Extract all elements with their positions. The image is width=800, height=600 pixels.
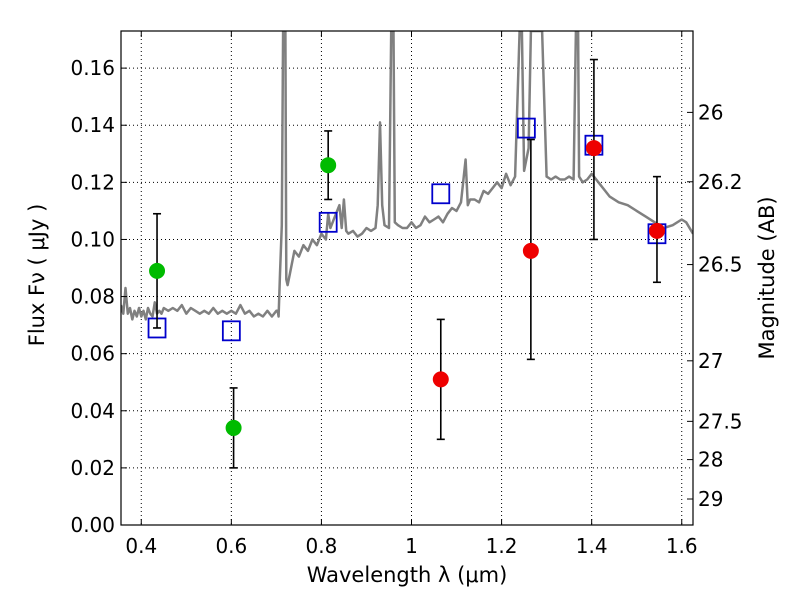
y-tick-label: 0.16: [70, 56, 115, 80]
y-tick-label: 0.10: [70, 227, 115, 251]
y2-tick-label: 27.5: [698, 409, 743, 433]
model-flux-square: [516, 117, 536, 139]
axis-ticks: 0.4 0.6 0.8 1 1.2 1.4 1.6 0.00 0.02 0.04 0.06 0.08 0…: [70, 31, 743, 558]
x-axis-label: Wavelength λ (μm): [307, 563, 508, 587]
observed-flux-point: [522, 242, 539, 259]
x-tick-label: 0.6: [215, 534, 247, 558]
x-tick-label: 1.4: [576, 534, 608, 558]
x-tick-label: 0.4: [125, 534, 157, 558]
y-tick-label: 0.04: [70, 399, 115, 423]
observed-flux-point: [320, 157, 337, 174]
observed-flux-point: [432, 371, 449, 388]
observed-flux-point: [585, 140, 602, 157]
plot-frame: [120, 30, 694, 526]
y-axis-label: Flux Fν ( μJy ): [25, 204, 49, 347]
y2-tick-label: 26.2: [698, 170, 743, 194]
model-flux-square: [431, 183, 451, 205]
observed-flux-point: [149, 262, 166, 279]
model-flux-square: [221, 320, 241, 342]
y2-axis-label: Magnitude (AB): [755, 196, 779, 359]
x-tick-label: 0.8: [306, 534, 338, 558]
x-tick-label: 1.6: [666, 534, 698, 558]
y-tick-label: 0.14: [70, 113, 115, 137]
model-flux-square: [318, 211, 338, 233]
y-tick-label: 0.02: [70, 456, 115, 480]
y-tick-label: 0.08: [70, 285, 115, 309]
y-tick-label: 0.06: [70, 342, 115, 366]
spectrum-line: [121, 31, 693, 321]
spectrum-layer: [121, 31, 693, 321]
y2-tick-label: 29: [698, 487, 723, 511]
y2-tick-label: 28: [698, 448, 723, 472]
y2-tick-label: 26.5: [698, 253, 743, 277]
y-tick-label: 0.12: [70, 170, 115, 194]
plot-area: [121, 31, 693, 525]
x-tick-label: 1: [405, 534, 418, 558]
x-tick-label: 1.2: [486, 534, 518, 558]
photometry-layer: [147, 58, 667, 469]
observed-flux-point: [648, 222, 665, 239]
observed-flux-point: [225, 419, 242, 436]
y2-tick-label: 26: [698, 100, 723, 124]
y-tick-label: 0.00: [70, 513, 115, 537]
y2-tick-label: 27: [698, 349, 723, 373]
